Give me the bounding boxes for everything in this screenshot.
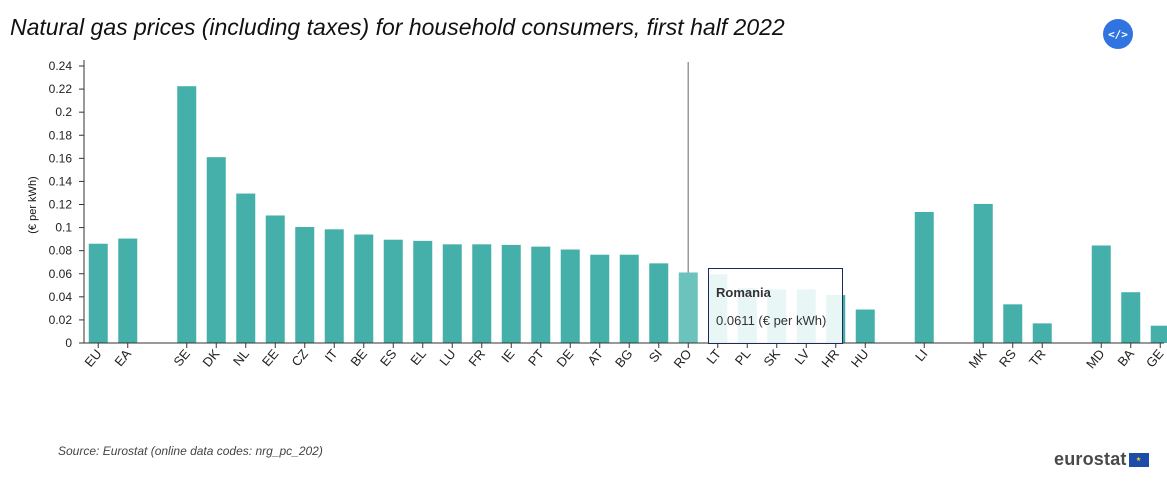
bar-ee[interactable] <box>265 215 285 343</box>
x-tick-label: SI <box>646 346 665 365</box>
x-tick-label: GE <box>1143 346 1167 370</box>
y-tick-label: 0.02 <box>49 313 73 327</box>
source-note: Source: Eurostat (online data codes: nrg… <box>58 444 323 458</box>
x-tick-label: RO <box>671 346 695 371</box>
y-tick-label: 0.12 <box>49 198 73 212</box>
x-tick-label: BG <box>612 346 636 370</box>
bar-nl[interactable] <box>236 193 256 343</box>
tooltip: Romania 0.0611 (€ per kWh) <box>708 268 843 344</box>
x-tick-label: ES <box>377 346 400 369</box>
y-axis: 0 0.02 0.04 0.06 0.08 0.1 0.12 0.14 0.16 0.18 0.2 0… <box>49 59 85 350</box>
eu-flag-icon: ★ <box>1128 452 1149 467</box>
logo-text: eurostat <box>1054 449 1127 469</box>
x-tick-label: EE <box>259 346 282 369</box>
x-tick-label: PT <box>525 346 547 368</box>
bar-el[interactable] <box>413 240 433 343</box>
x-tick-label: BE <box>347 346 370 369</box>
bar-rs[interactable] <box>1003 304 1023 343</box>
bar-fr[interactable] <box>472 244 492 343</box>
x-tick-label: EL <box>407 346 429 368</box>
bar-si[interactable] <box>649 263 669 343</box>
x-tick-label: HR <box>818 346 842 370</box>
bar-eu[interactable] <box>88 243 108 343</box>
x-tick-label: LV <box>791 346 812 367</box>
bar-lu[interactable] <box>442 244 462 343</box>
x-tick-label: IE <box>498 346 518 365</box>
x-tick-label: HU <box>848 346 872 370</box>
y-tick-label: 0.2 <box>55 105 72 119</box>
x-tick-label: LU <box>436 346 458 368</box>
bar-ro[interactable] <box>678 272 698 343</box>
eurostat-logo[interactable]: eurostat ★ <box>1054 449 1149 470</box>
x-tick-label: CZ <box>288 346 311 369</box>
bar-it[interactable] <box>324 229 344 343</box>
x-tick-label: SE <box>170 346 193 369</box>
x-tick-label: NL <box>230 346 252 368</box>
bar-ba[interactable] <box>1121 292 1141 343</box>
x-tick-label: TR <box>1026 346 1049 369</box>
x-tick-label: MK <box>966 346 990 371</box>
y-tick-label: 0.06 <box>49 267 73 281</box>
bars <box>88 62 1167 344</box>
x-tick-label: EA <box>111 346 134 369</box>
bar-li[interactable] <box>914 212 934 343</box>
bar-es[interactable] <box>383 239 403 343</box>
x-tick-label: AT <box>584 346 606 368</box>
bar-cz[interactable] <box>295 227 315 343</box>
y-tick-label: 0.24 <box>49 59 73 73</box>
x-tick-label: BA <box>1114 346 1137 369</box>
y-tick-label: 0.1 <box>55 221 72 235</box>
x-tick-label: LI <box>912 346 930 364</box>
x-tick-label: DE <box>553 346 576 370</box>
code-embed-icon[interactable]: </> <box>1103 19 1133 49</box>
x-axis: EU EA SE DK NL EE CZ IT BE ES EL LU FR IE PT DE AT BG SI RO… <box>81 342 1167 371</box>
bar-bg[interactable] <box>619 254 639 343</box>
x-tick-label: EU <box>81 346 104 369</box>
x-tick-label: LT <box>703 346 724 367</box>
y-tick-label: 0.04 <box>49 290 73 304</box>
bar-chart: 0 0.02 0.04 0.06 0.08 0.1 0.12 0.14 0.16 0.18 0.2 0… <box>27 59 1167 371</box>
bar-ea[interactable] <box>118 238 138 343</box>
x-tick-label: RS <box>996 346 1019 370</box>
x-tick-label: SK <box>760 346 783 369</box>
x-tick-label: FR <box>465 346 488 369</box>
bar-at[interactable] <box>590 254 610 343</box>
x-tick-label: PL <box>732 346 754 368</box>
y-tick-label: 0.22 <box>49 82 73 96</box>
y-tick-label: 0.08 <box>49 244 73 258</box>
y-tick-label: 0.14 <box>49 174 73 188</box>
bar-pt[interactable] <box>531 246 551 343</box>
bar-ie[interactable] <box>501 244 521 343</box>
x-tick-label: IT <box>322 346 341 365</box>
tooltip-value: 0.0611 (€ per kWh) <box>716 313 827 328</box>
bar-dk[interactable] <box>206 157 226 343</box>
y-axis-label: (€ per kWh) <box>27 176 39 233</box>
x-tick-label: MD <box>1083 346 1107 371</box>
embed-button-label: </> <box>1108 27 1128 41</box>
bar-be[interactable] <box>354 234 374 343</box>
bar-hu[interactable] <box>855 309 875 343</box>
bar-de[interactable] <box>560 249 580 343</box>
bar-tr[interactable] <box>1032 323 1052 343</box>
chart-title: Natural gas prices (including taxes) for… <box>10 14 785 40</box>
bar-mk[interactable] <box>973 203 993 343</box>
y-tick-label: 0.18 <box>49 128 73 142</box>
bar-se[interactable] <box>177 86 197 344</box>
y-tick-label: 0.16 <box>49 151 73 165</box>
x-tick-label: DK <box>199 346 222 370</box>
tooltip-country: Romania <box>716 285 771 300</box>
y-tick-label: 0 <box>65 336 72 350</box>
bar-md[interactable] <box>1091 245 1111 343</box>
bar-ge[interactable] <box>1150 325 1167 343</box>
